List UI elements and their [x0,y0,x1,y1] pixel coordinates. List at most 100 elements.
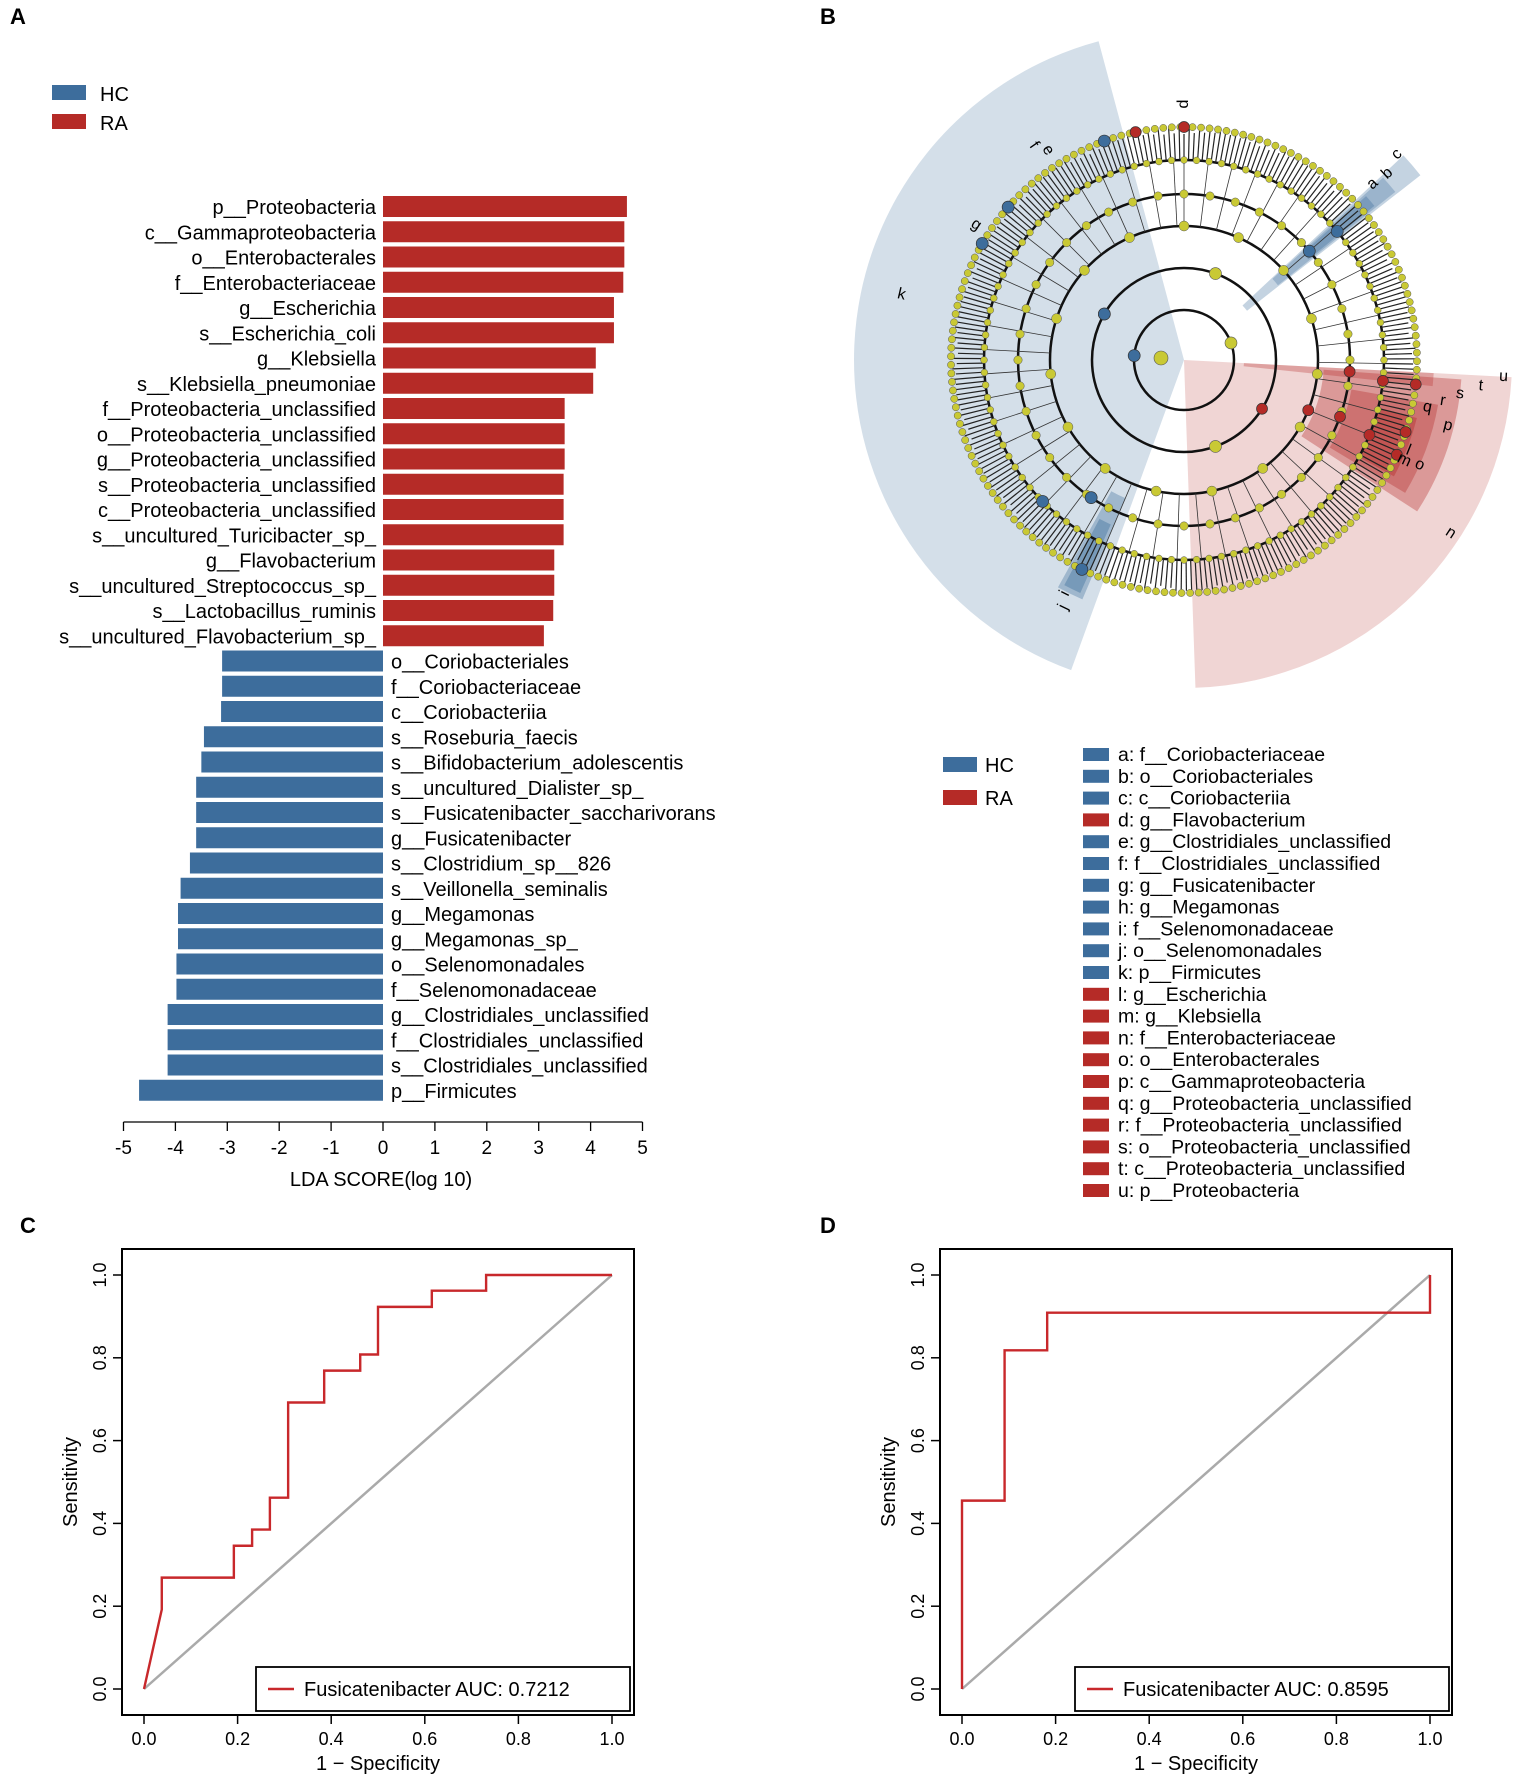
clado-biomarker-ra [1178,121,1190,133]
clado-node [1326,219,1334,227]
clado-branch [1290,165,1309,192]
lda-bar-label: g__Fusicatenibacter [391,828,571,850]
lda-tick-label: 4 [585,1138,596,1159]
clado-biomarker-hc [1330,225,1344,238]
clado-node [1062,238,1072,248]
clado-branch [1380,394,1409,401]
clado-node [1230,513,1240,523]
clado-branch [1377,301,1407,311]
clado-branch [1016,497,1041,521]
clado-node [1205,157,1213,166]
clado-node [1180,556,1188,564]
lda-legend: HC RA [52,84,129,135]
clado-node [1343,329,1353,339]
clado-node [1027,179,1036,188]
clado-sector-letter: m [1395,450,1414,471]
clado-node [947,352,955,361]
lda-bar-label: g__Megamonas_sp_ [391,929,579,951]
clado-node [1045,257,1055,267]
clado-branch [974,437,1001,450]
clado-node [1407,306,1416,315]
panel-d-roc: D 0.0 0.2 0.4 0.6 0.8 1.0 0.0 0.2 0.4 0.6 0.8 1.0 1 … [820,1213,1453,1775]
clado-node [1370,294,1378,302]
clado-node [947,343,956,352]
lda-x-axis: -5 -4 -3 -2 -1 0 1 2 3 4 5 [115,1121,648,1159]
clado-node [1307,202,1316,210]
clado-branch [958,311,989,319]
clado-branch [968,433,999,447]
clado-branch [1374,291,1405,302]
clado-node [1387,250,1396,259]
roc-x-tick-label: 0.8 [506,1729,531,1749]
clado-branch [1034,182,1056,208]
clado-legend-entry: j: o__Selenomonadales [1117,940,1322,962]
clado-node [1242,546,1250,554]
lda-tick-label: -4 [167,1138,184,1159]
clado-node [1355,259,1363,268]
clado-legend-swatch [1083,813,1109,827]
clado-sector-letter: t [1478,377,1484,394]
lda-bar-label: s__uncultured_Flavobacterium_sp_ [59,626,377,648]
clado-node [1297,518,1306,526]
lda-bar [383,549,555,571]
lda-bar-label: f__Selenomonadaceae [391,980,597,1002]
clado-branch [1028,444,1081,487]
clado-node [999,441,1007,449]
clado-node [986,306,994,314]
clado-node [1379,368,1388,377]
clado-node [980,356,988,364]
clado-branch [1163,134,1167,161]
clado-node [990,418,998,426]
clado-node [1021,185,1030,194]
clado-node [967,452,976,460]
clado-branch [1370,277,1398,289]
clado-branch [1381,390,1413,396]
clado-node [1340,525,1349,533]
clado-node [1409,314,1418,323]
clado-node [960,277,969,285]
roc-x-tick-label: 0.2 [1043,1729,1068,1749]
clado-branch [1126,136,1136,167]
clado-branch [1123,553,1133,584]
clado-branch [1051,171,1070,197]
roc-x-tick-label: 0.2 [225,1729,250,1749]
clado-branch [977,449,1006,466]
clado-biomarker-ra [1302,404,1315,417]
clado-branch [1365,442,1395,456]
clado-node [1349,249,1357,257]
lda-bar-label: s__Clostridium_sp__826 [391,854,611,876]
roc-curve [142,1273,612,1690]
clado-node [1118,546,1126,554]
clado-node [981,331,990,339]
clado-node [1230,128,1239,137]
clado-branch [1342,480,1365,499]
clado-node [1205,519,1215,529]
clado-branch [1287,162,1304,190]
clado-branch [976,268,1002,280]
clado-branch [988,239,1014,256]
clado-node [953,411,962,420]
clado-legend-entry: s: o__Proteobacteria_unclassified [1118,1136,1411,1158]
lda-bar-label: g__Proteobacteria_unclassified [97,450,376,472]
clado-node [1142,552,1151,561]
clado-branch [1383,371,1414,376]
clado-node [988,224,996,232]
clado-branch [1279,156,1296,185]
clado-legend-swatch [1083,1009,1109,1023]
clado-branch [1176,493,1180,560]
clado-node [1035,538,1044,547]
clado-node [1205,124,1214,133]
clado-legend-entry: b: o__Coriobacteriales [1118,766,1313,788]
clado-branch [1121,137,1132,168]
clado-node [1095,537,1103,545]
clado-node [1379,343,1388,352]
clado-biomarker-hc [1075,563,1089,576]
clado-node [961,436,970,444]
clado-node [993,496,1002,504]
clado-branch [1219,133,1227,164]
clado-branch [1245,139,1257,171]
clado-branch [1381,322,1409,328]
clado-legend-swatch [1083,857,1109,870]
clado-node [1052,510,1061,518]
lda-bar-label: f__Coriobacteriaceae [391,677,581,699]
